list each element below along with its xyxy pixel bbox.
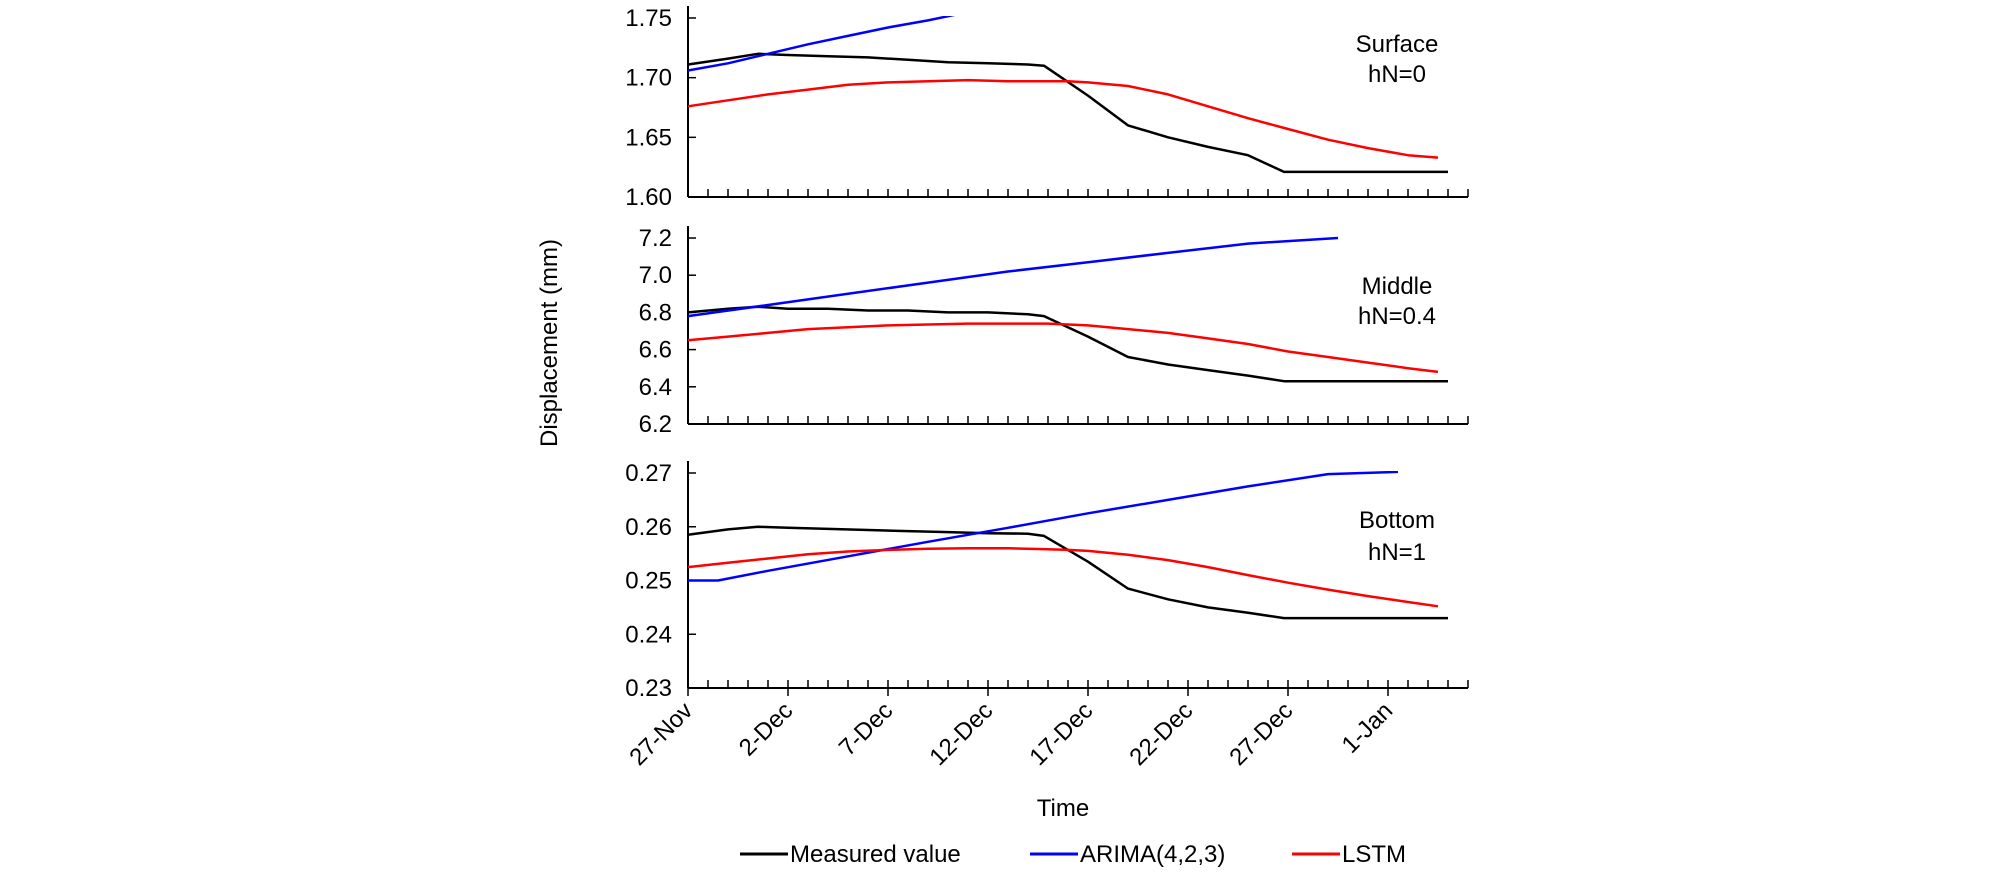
x-tick-label: 17-Dec: [1024, 697, 1098, 771]
x-axis: 27-Nov 2-Dec 7-Dec 12-Dec 17-Dec 22-Dec 27-Dec…: [624, 688, 1398, 771]
panel-surface: 1.60 1.65 1.70 1.75 Surface hN=0: [625, 5, 1469, 211]
panel-annotation-bottom: Bottom: [1359, 507, 1435, 534]
y-tick-label-middle: 6.8: [639, 299, 672, 326]
legend-label: LSTM: [1342, 841, 1406, 868]
series-line-lstm-surface: [687, 78, 1439, 159]
series-line-arima-4-2-3-surface: [687, 16, 956, 72]
x-tick-label: 12-Dec: [924, 697, 998, 771]
panel-annotation-middle: hN=0.4: [1358, 303, 1436, 330]
y-tick-label-surface: 1.65: [625, 124, 672, 151]
series-group-middle: [687, 236, 1448, 383]
y-tick-label-surface: 1.70: [625, 65, 672, 92]
series-line-arima-4-2-3-middle: [687, 236, 1339, 318]
series-line-arima-4-2-3-bottom: [688, 471, 1399, 582]
x-tick-label: 2-Dec: [734, 697, 798, 761]
x-axis-title: Time: [1037, 795, 1089, 822]
y-tick-label-middle: 6.6: [639, 337, 672, 364]
y-axis-title: Displacement (mm): [536, 239, 563, 447]
legend: Measured value ARIMA(4,2,3) LSTM: [740, 841, 1406, 868]
x-tick-label: 27-Nov: [624, 697, 698, 771]
panel-annotation-surface: Surface: [1356, 31, 1439, 58]
legend-item-arima-4-2-3: ARIMA(4,2,3): [1030, 841, 1225, 868]
series-line-measured-value-bottom: [687, 525, 1448, 620]
y-tick-label-bottom: 0.26: [625, 514, 672, 541]
y-tick-label-surface: 1.75: [625, 5, 672, 32]
panel-bottom: 0.23 0.24 0.25 0.26 0.27 Bottom hN=1: [625, 460, 1469, 702]
x-tick-label: 22-Dec: [1124, 697, 1198, 771]
y-tick-label-bottom: 0.27: [625, 460, 672, 487]
legend-item-lstm: LSTM: [1292, 841, 1406, 868]
panel-annotation-bottom: hN=1: [1368, 539, 1426, 566]
panel-annotation-surface: hN=0: [1368, 61, 1426, 88]
x-tick-label: 27-Dec: [1224, 697, 1298, 771]
series-line-measured-value-surface: [687, 52, 1448, 174]
series-group-surface: [687, 16, 1448, 174]
series-line-lstm-bottom: [687, 547, 1439, 608]
legend-label: ARIMA(4,2,3): [1080, 841, 1225, 868]
series-group-bottom: [687, 471, 1448, 620]
chart-panels: 1.60 1.65 1.70 1.75 Surface hN=0 6.2 6.4 6.6 6.8 7…: [625, 5, 1469, 702]
x-tick-label: 7-Dec: [834, 697, 898, 761]
panel-annotation-middle: Middle: [1362, 273, 1433, 300]
y-tick-label-middle: 7.2: [639, 225, 672, 252]
x-tick-label: 1-Jan: [1337, 697, 1399, 759]
y-tick-label-bottom: 0.24: [625, 621, 672, 648]
panel-middle: 6.2 6.4 6.6 6.8 7.0 7.2 Middle hN=0.4: [639, 225, 1469, 438]
y-tick-label-surface: 1.60: [625, 184, 672, 211]
legend-label: Measured value: [790, 841, 961, 868]
series-line-measured-value-middle: [687, 305, 1448, 383]
y-tick-label-bottom: 0.23: [625, 675, 672, 702]
legend-item-measured-value: Measured value: [740, 841, 961, 868]
y-tick-label-middle: 6.4: [639, 374, 672, 401]
y-tick-label-middle: 6.2: [639, 411, 672, 438]
series-line-lstm-middle: [687, 322, 1439, 374]
y-tick-label-middle: 7.0: [639, 262, 672, 289]
y-tick-label-bottom: 0.25: [625, 568, 672, 595]
